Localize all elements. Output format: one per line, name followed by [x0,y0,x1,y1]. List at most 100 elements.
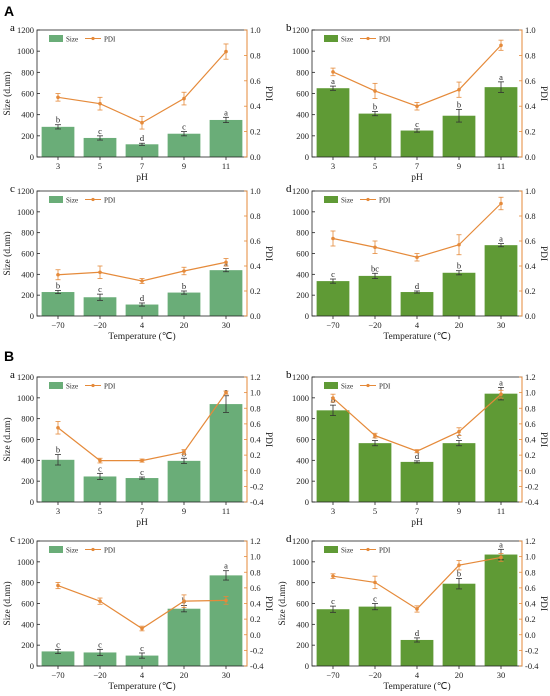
panel-bc-x-tick-label: −20 [93,670,106,680]
panel-ab-y-tick-label: 600 [296,89,309,99]
panel-ba-pdi-point [98,458,102,463]
panel-ab-x-tick-label: 5 [373,161,377,171]
panel-bb-y-tick-label: 400 [296,455,309,465]
panel-aa-bar [83,137,117,157]
panel-bc-y-tick-label: 600 [21,599,34,609]
panel-bd-pdi-point [373,580,377,585]
panel-ab-legend-pdi-marker [366,36,370,41]
panel-bb-bar [442,443,476,502]
panel-bc-x-tick-label: 20 [180,670,189,680]
panel-bb-pdi-point [415,449,419,454]
panel-bc-x-tick-label: 30 [222,670,231,680]
panel-bd-y2-tick-label: -0.2 [525,645,538,655]
panel-aa-y2-tick-label: 0.8 [250,50,261,60]
panel-ba-y2-tick-label: 0.8 [250,403,261,413]
panel-bb-y2-tick-label: 0.8 [525,403,536,413]
panel-aa-y-tick-label: 1000 [17,46,34,56]
panel-ad-pdi-point [331,236,335,241]
panel-bc-y2-tick-label: -0.2 [250,645,263,655]
panel-bb-y-tick-label: 1000 [292,393,309,403]
panel-ba-letter: a [10,369,15,381]
panel-bc-significance-label: a [224,561,228,571]
panel-ab-y2-tick-label: 1.0 [525,25,536,35]
panel-ab-y-tick-label: 800 [296,67,309,77]
panel-bc-bar [83,652,117,666]
panel-bd-legend-size-label: Size [341,547,353,555]
panel-ad-y-tick-label: 1000 [292,207,309,217]
panel-ad-y-tick-label: 0 [305,311,309,321]
panel-ba-bar [83,476,117,502]
panel-ad-y-tick-label: 200 [296,290,309,300]
panel-bb-x-tick-label: 5 [373,506,377,516]
panel-ad-y2-tick-label: 0.2 [525,286,536,296]
panel-aa-y2-tick-label: 1.0 [250,25,261,35]
panel-ab-significance-label: a [499,72,503,82]
panel-ba-legend-pdi-marker [91,383,95,388]
panel-ac-y-tick-label: 1000 [17,207,34,217]
panel-bd-y2-tick-label: 1.0 [525,552,536,562]
panel-ba-legend-size-swatch [49,382,63,389]
panel-ad-significance-label: c [331,269,335,279]
panel-ab-y-tick-label: 400 [296,110,309,120]
panel-bd-bar [358,606,392,666]
panel-ac-x-tick-label: 4 [140,320,145,330]
panel-ba-y-tick-label: 600 [21,435,34,445]
panel-ac-y2-tick-label: 0.4 [250,261,261,271]
panel-aa-y-tick-label: 1200 [17,25,34,35]
panel-bb-bar [484,393,518,502]
panel-ac-x-tick-label: −20 [93,320,106,330]
panel-bd-pdi-point [457,563,461,568]
panel-bc-legend-size-swatch [49,546,63,553]
panel-bb-y-tick-label: 0 [305,497,309,507]
panel-aa-significance-label: a [224,107,228,117]
panel-ba-bar [125,478,159,502]
panel-ad-significance-label: d [415,281,420,291]
panel-ac-y2-axis-label: PDI [263,246,273,261]
panel-ad-legend-size-swatch [324,196,338,203]
panel-ba-y-tick-label: 400 [21,455,34,465]
panel-bd-significance-label: b [457,569,461,579]
panel-bc-significance-label: c [98,639,102,649]
panel-bd-y-tick-label: 800 [296,578,309,588]
panel-aa-y2-tick-label: 0.6 [250,76,261,86]
panel-ad-pdi-point [499,201,503,206]
panel-ba-y2-tick-label: -0.2 [250,481,263,491]
panel-bd-y-axis-label: Size (d.nm) [277,581,288,625]
panel-ab-x-tick-label: 3 [331,161,335,171]
panel-bc-pdi-point [182,599,186,603]
panel-ab-pdi-point [415,104,419,108]
panel-bb-x-tick-label: 11 [497,506,505,516]
panel-ac-y2-tick-label: 0.0 [250,311,261,321]
panel-bd-y2-tick-label: 0.0 [525,630,536,640]
panel-ad-x-axis-label: Temperature (℃) [383,331,450,342]
panel-ad-y2-tick-label: 0.0 [525,311,536,321]
panel-bd-y2-tick-label: 1.2 [525,536,536,546]
panel-ad-x-tick-label: 20 [455,320,464,330]
panel-ac-y-tick-label: 400 [21,269,34,279]
panel-aa-significance-label: c [182,122,186,132]
panel-ad-y-tick-label: 400 [296,269,309,279]
panel-bc-y-tick-label: 0 [30,661,34,671]
panel-ba-y-tick-label: 1200 [17,372,34,382]
panel-bb-x-tick-label: 7 [415,506,419,516]
panel-bd-y2-tick-label: 0.8 [525,567,536,577]
panel-ab-bar [400,130,434,157]
panel-bd-bar [442,583,476,666]
panel-bd-pdi-point [415,607,419,611]
panel-ab-x-tick-label: 11 [497,161,505,171]
panel-bb-pdi-line [332,393,502,452]
panel-bc-y2-axis-label: PDI [263,596,273,611]
panel-bb-y-tick-label: 600 [296,435,309,445]
panel-ad-bar [358,275,392,316]
panel-ba-y2-tick-label: 0.4 [250,435,261,445]
panel-ac-x-tick-label: 20 [180,320,189,330]
panel-aa-letter: a [10,22,15,34]
panel-ac-legend-pdi-marker [91,197,95,202]
panel-ab-pdi-point [331,70,335,74]
panel-ac-bar [83,297,117,316]
panel-aa-legend-size-swatch [49,35,63,42]
panel-bb-y2-tick-label: 0.6 [525,419,536,429]
panel-bd-pdi-point [499,555,503,560]
panel-bd-letter: d [286,533,292,545]
panel-bc-significance-label: c [140,643,144,653]
